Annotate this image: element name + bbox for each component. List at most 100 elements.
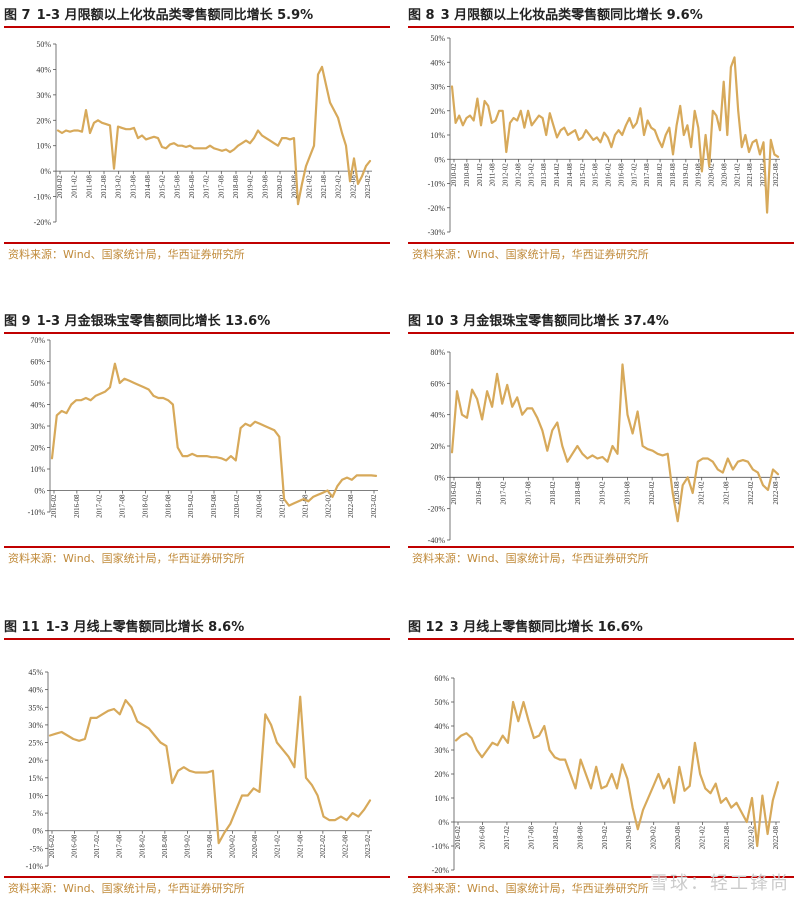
source-rule <box>408 242 794 244</box>
x-tick-label: 2022-08 <box>772 826 780 850</box>
x-tick-label: 2021-08 <box>722 481 730 505</box>
x-tick-label: 2019-08 <box>625 826 633 850</box>
series-line <box>450 363 780 523</box>
y-tick-label: 0% <box>434 155 445 164</box>
x-tick-label: 2019-02 <box>682 163 690 187</box>
y-tick-label: 60% <box>30 358 45 367</box>
title-rule <box>408 332 794 334</box>
x-tick-label: 2019-08 <box>210 494 218 518</box>
x-tick-label: 2020-08 <box>720 163 728 187</box>
x-tick-label: 2015-02 <box>159 175 167 199</box>
x-tick-label: 2016-08 <box>73 494 81 518</box>
chart-title: 图 12 3 月线上零售额同比增长 16.6% <box>408 616 800 638</box>
source-rule <box>4 876 390 878</box>
x-tick-label: 2013-02 <box>527 163 535 187</box>
x-tick-label: 2017-08 <box>643 163 651 187</box>
source-note: 资料来源：Wind、国家统计局，华西证券研究所 <box>8 552 245 565</box>
x-tick-label: 2011-02 <box>476 163 484 187</box>
x-tick-label: 2022-02 <box>747 481 755 505</box>
x-tick-label: 2020-02 <box>648 481 656 505</box>
x-tick-label: 2013-08 <box>540 163 548 187</box>
y-tick-label: 0% <box>438 818 449 827</box>
x-tick-label: 2016-08 <box>617 163 625 187</box>
x-tick-label: 2019-08 <box>695 163 703 187</box>
x-tick-label: 2021-08 <box>320 175 328 199</box>
x-tick-label: 2020-02 <box>233 494 241 518</box>
x-tick-label: 2022-08 <box>772 481 780 505</box>
x-tick-label: 2013-08 <box>129 175 137 199</box>
x-tick-label: 2020-08 <box>674 826 682 850</box>
source-rule <box>4 546 390 548</box>
y-tick-label: 60% <box>434 674 449 683</box>
series-line <box>48 695 372 845</box>
y-tick-label: 20% <box>430 442 445 451</box>
y-tick-label: -10% <box>432 842 450 851</box>
y-tick-label: 30% <box>28 721 43 730</box>
chart-fig11: 45% 40% 35% 30% 25% 20% 15% 10% 5% 0% -5% -10% 2016-… <box>26 668 372 871</box>
source-note: 资料来源：Wind、国家统计局，华西证券研究所 <box>412 882 649 895</box>
x-tick-label: 2021-08 <box>746 163 754 187</box>
x-tick-label: 2021-02 <box>274 834 282 858</box>
y-tick-label: 30% <box>430 83 445 92</box>
y-tick-label: -20% <box>428 204 446 213</box>
title-rule <box>4 26 390 28</box>
x-tick-label: 2014-08 <box>144 175 152 199</box>
x-tick-label: 2016-02 <box>48 834 56 858</box>
watermark: 雪球：轻工锋尚 <box>650 873 790 894</box>
y-tick-label: 20% <box>430 107 445 116</box>
y-tick-label: 5% <box>32 809 43 818</box>
x-tick-label: 2021-08 <box>301 494 309 518</box>
x-tick-label: 2017-08 <box>116 834 124 858</box>
x-tick-label: 2022-02 <box>335 175 343 199</box>
x-tick-label: 2022-02 <box>319 834 327 858</box>
y-tick-label: -10% <box>34 193 52 202</box>
y-tick-label: -10% <box>428 180 446 189</box>
x-tick-label: 2016-08 <box>71 834 79 858</box>
x-tick-label: 2016-02 <box>605 163 613 187</box>
x-tick-label: 2020-08 <box>256 494 264 518</box>
y-tick-label: -5% <box>30 844 44 853</box>
x-tick-label: 2018-08 <box>232 175 240 199</box>
x-tick-label: 2018-08 <box>161 834 169 858</box>
y-tick-label: -20% <box>34 218 52 227</box>
x-tick-label: 2010-02 <box>56 175 64 199</box>
x-tick-label: 2019-08 <box>206 834 214 858</box>
x-tick-label: 2014-02 <box>553 163 561 187</box>
source-rule <box>408 876 794 878</box>
title-rule <box>4 638 390 640</box>
y-tick-label: -40% <box>428 536 446 545</box>
figure-title: 3 月线上零售额同比增长 16.6% <box>449 620 643 635</box>
y-tick-label: 70% <box>30 336 45 345</box>
y-tick-label: -20% <box>432 866 450 875</box>
series-line <box>50 362 378 507</box>
chart-fig10: 80% 60% 40% 20% 0% -20% -40% 2016-02 2016-08 2017… <box>428 348 780 545</box>
chart-fig7: 50% 40% 30% 20% 10% 0% -10% -20% 2010-02 2011-02 2… <box>34 40 372 227</box>
y-tick-label: 10% <box>430 131 445 140</box>
y-tick-label: 40% <box>430 58 445 67</box>
x-tick-label: 2018-02 <box>656 163 664 187</box>
x-tick-label: 2020-08 <box>673 481 681 505</box>
x-tick-label: 2020-02 <box>650 826 658 850</box>
figure-number: 图 12 <box>408 620 444 635</box>
x-tick-label: 2018-02 <box>552 826 560 850</box>
y-tick-label: 10% <box>434 794 449 803</box>
y-tick-label: 40% <box>28 686 43 695</box>
y-tick-label: -10% <box>26 862 44 871</box>
title-rule <box>4 332 390 334</box>
y-tick-label: 0% <box>34 487 45 496</box>
x-tick-label: 2023-02 <box>364 175 372 199</box>
x-tick-label: 2023-02 <box>364 834 372 858</box>
chart-fig9: 70% 60% 50% 40% 30% 20% 10% 0% -10% 2016-02 2016-0… <box>28 336 378 518</box>
y-tick-label: 15% <box>28 774 43 783</box>
y-tick-label: 50% <box>434 698 449 707</box>
x-tick-label: 2020-08 <box>291 175 299 199</box>
y-tick-label: -20% <box>428 505 446 514</box>
series-line <box>56 65 372 206</box>
x-tick-label: 2020-02 <box>708 163 716 187</box>
x-tick-label: 2016-08 <box>188 175 196 199</box>
x-tick-label: 2011-08 <box>85 175 93 199</box>
x-tick-label: 2019-08 <box>261 175 269 199</box>
x-tick-label: 2022-08 <box>772 163 780 187</box>
x-tick-label: 2019-02 <box>601 826 609 850</box>
x-tick-label: 2017-08 <box>527 826 535 850</box>
